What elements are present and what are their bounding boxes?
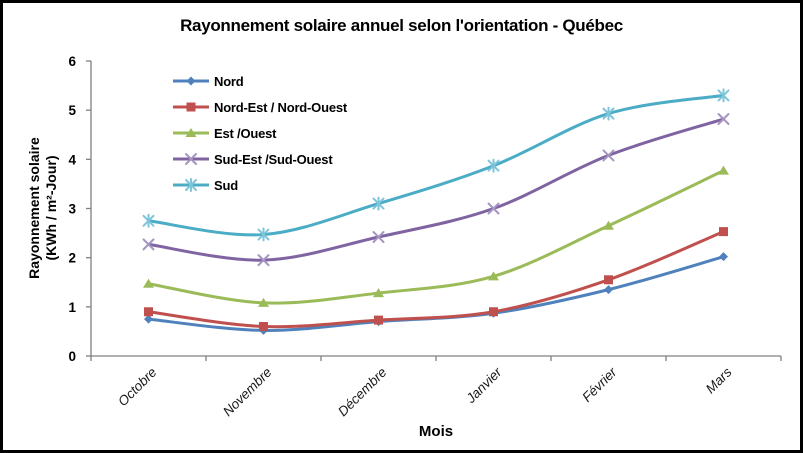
legend-item-nord: Nord — [173, 72, 347, 90]
marker-nord-est-nord-ouest-3 — [489, 307, 498, 317]
y-tick-label-6: 6 — [68, 54, 76, 69]
marker-sud-4 — [602, 106, 615, 121]
y-axis-title-line2: (KWh / m²-Jour) — [43, 155, 59, 261]
marker-sud-0 — [142, 213, 155, 228]
legend-marker-nord-est-nord-ouest-icon — [173, 102, 209, 112]
marker-est-ouest-5 — [718, 165, 729, 175]
legend: Nord Nord-Est / Nord-Ouest Est /Ouest Sud-E… — [173, 72, 347, 194]
legend-item-est-ouest: Est /Ouest — [173, 124, 347, 142]
y-tick-label-3: 3 — [68, 202, 76, 217]
y-tick-label-0: 0 — [68, 349, 76, 364]
legend-label-est-ouest: Est /Ouest — [214, 125, 277, 141]
legend-item-nord-est-nord-ouest: Nord-Est / Nord-Ouest — [173, 98, 347, 116]
legend-label-nord: Nord — [214, 73, 244, 89]
series-line-est-ouest — [147, 169, 725, 305]
y-tick-label-1: 1 — [68, 300, 76, 315]
marker-est-ouest-3 — [488, 271, 499, 281]
legend-marker-sud-est-sud-ouest — [185, 153, 197, 165]
y-tick-label-4: 4 — [68, 152, 76, 167]
marker-est-ouest-0 — [143, 278, 154, 288]
marker-nord-0 — [144, 314, 153, 324]
y-axis-title-line1: Rayonnement solaire — [26, 137, 42, 279]
marker-nord-4 — [604, 285, 613, 295]
legend-marker-nord — [186, 76, 196, 86]
marker-est-ouest-2 — [373, 288, 384, 298]
legend-item-sud: Sud — [173, 176, 347, 194]
marker-sud-est-sud-ouest-0 — [142, 238, 155, 251]
marker-nord-est-nord-ouest-4 — [604, 275, 613, 285]
y-tick-label-2: 2 — [68, 251, 76, 266]
marker-sud-est-sud-ouest-4 — [602, 149, 615, 162]
marker-sud-est-sud-ouest-1 — [257, 254, 270, 267]
marker-sud-2 — [372, 196, 385, 211]
series-line-sud-est-sud-ouest — [147, 117, 725, 262]
legend-label-sud: Sud — [214, 177, 238, 193]
plot-area: 0 1 2 3 4 5 6 Octobre Novembre Décembre Janvier Fév… — [68, 54, 782, 420]
marker-sud-1 — [257, 227, 270, 242]
x-axis-title: Mois — [418, 423, 454, 440]
marker-sud-5 — [717, 88, 730, 103]
marker-nord-est-nord-ouest-1 — [259, 322, 268, 331]
chart-title: Rayonnement solaire annuel selon l'orien… — [180, 16, 623, 35]
marker-est-ouest-4 — [603, 220, 614, 230]
marker-nord-est-nord-ouest-2 — [374, 315, 383, 325]
legend-marker-sud — [185, 178, 197, 192]
marker-nord-est-nord-ouest-5 — [719, 227, 728, 237]
legend-marker-est-ouest — [185, 128, 197, 137]
legend-marker-sud-icon — [173, 178, 209, 192]
x-tick-label-janvier: Janvier — [463, 364, 505, 406]
marker-sud-3 — [487, 158, 500, 173]
y-axis-title: Rayonnement solaire (KWh / m²-Jour) — [26, 103, 62, 313]
x-tick-label-d-cembre: Décembre — [335, 365, 390, 420]
series-line-nord-est-nord-ouest — [147, 230, 725, 329]
legend-marker-sud-est-sud-ouest-icon — [173, 153, 209, 165]
x-tick-label-f-vrier: Février — [579, 364, 620, 405]
y-tick-label-5: 5 — [68, 103, 76, 118]
x-tick-label-octobre: Octobre — [115, 365, 160, 410]
series-line-sud — [147, 93, 725, 237]
marker-nord-5 — [719, 252, 728, 262]
x-tick-label-novembre: Novembre — [220, 365, 275, 420]
legend-marker-nord-icon — [173, 76, 209, 86]
marker-sud-est-sud-ouest-5 — [717, 113, 730, 126]
legend-marker-nord-est-nord-ouest — [186, 102, 196, 112]
legend-label-nord-est-nord-ouest: Nord-Est / Nord-Ouest — [214, 99, 348, 115]
marker-est-ouest-1 — [258, 297, 269, 307]
marker-sud-est-sud-ouest-3 — [487, 202, 500, 215]
x-tick-label-mars: Mars — [703, 364, 735, 396]
legend-marker-est-ouest-icon — [173, 128, 209, 137]
legend-item-sud-est-sud-ouest: Sud-Est /Sud-Ouest — [173, 150, 347, 168]
legend-label-sud-est-sud-ouest: Sud-Est /Sud-Ouest — [214, 151, 333, 167]
marker-sud-est-sud-ouest-2 — [372, 231, 385, 244]
marker-nord-est-nord-ouest-0 — [144, 307, 153, 317]
